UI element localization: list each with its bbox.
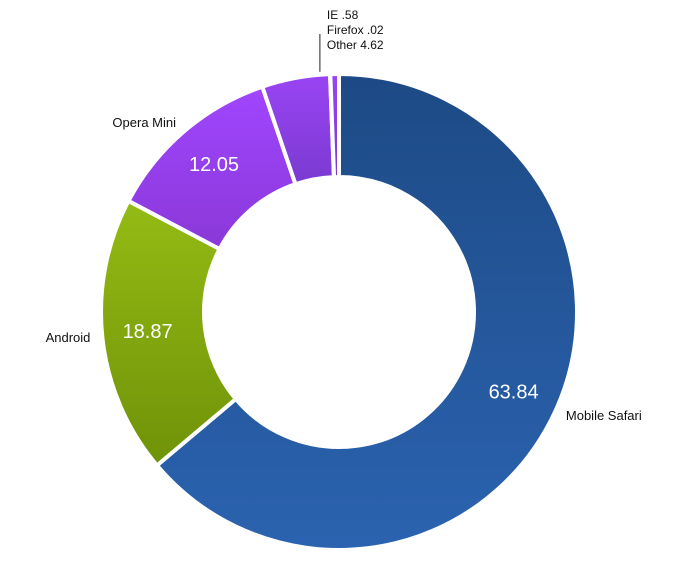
- category-label-android: Android: [46, 330, 91, 345]
- category-label-opera-mini: Opera Mini: [112, 115, 176, 130]
- callout-label-firefox-02: Firefox .02: [327, 23, 384, 37]
- value-label-android: 18.87: [123, 321, 173, 343]
- slice-ie[interactable]: [328, 72, 341, 180]
- value-label-mobile-safari: 63.84: [489, 381, 539, 403]
- callout-label-other-4-62: Other 4.62: [327, 38, 384, 52]
- slice-android[interactable]: [99, 198, 238, 468]
- value-label-opera-mini: 12.05: [189, 154, 239, 176]
- category-label-mobile-safari: Mobile Safari: [566, 408, 642, 423]
- slice-mobile-safari[interactable]: [155, 72, 579, 552]
- labels-layer: 63.84 Mobile Safari 18.87 Android 12.05 Opera…: [46, 8, 642, 423]
- callout-label-ie-58: IE .58: [327, 8, 359, 22]
- slices-layer: [99, 72, 579, 552]
